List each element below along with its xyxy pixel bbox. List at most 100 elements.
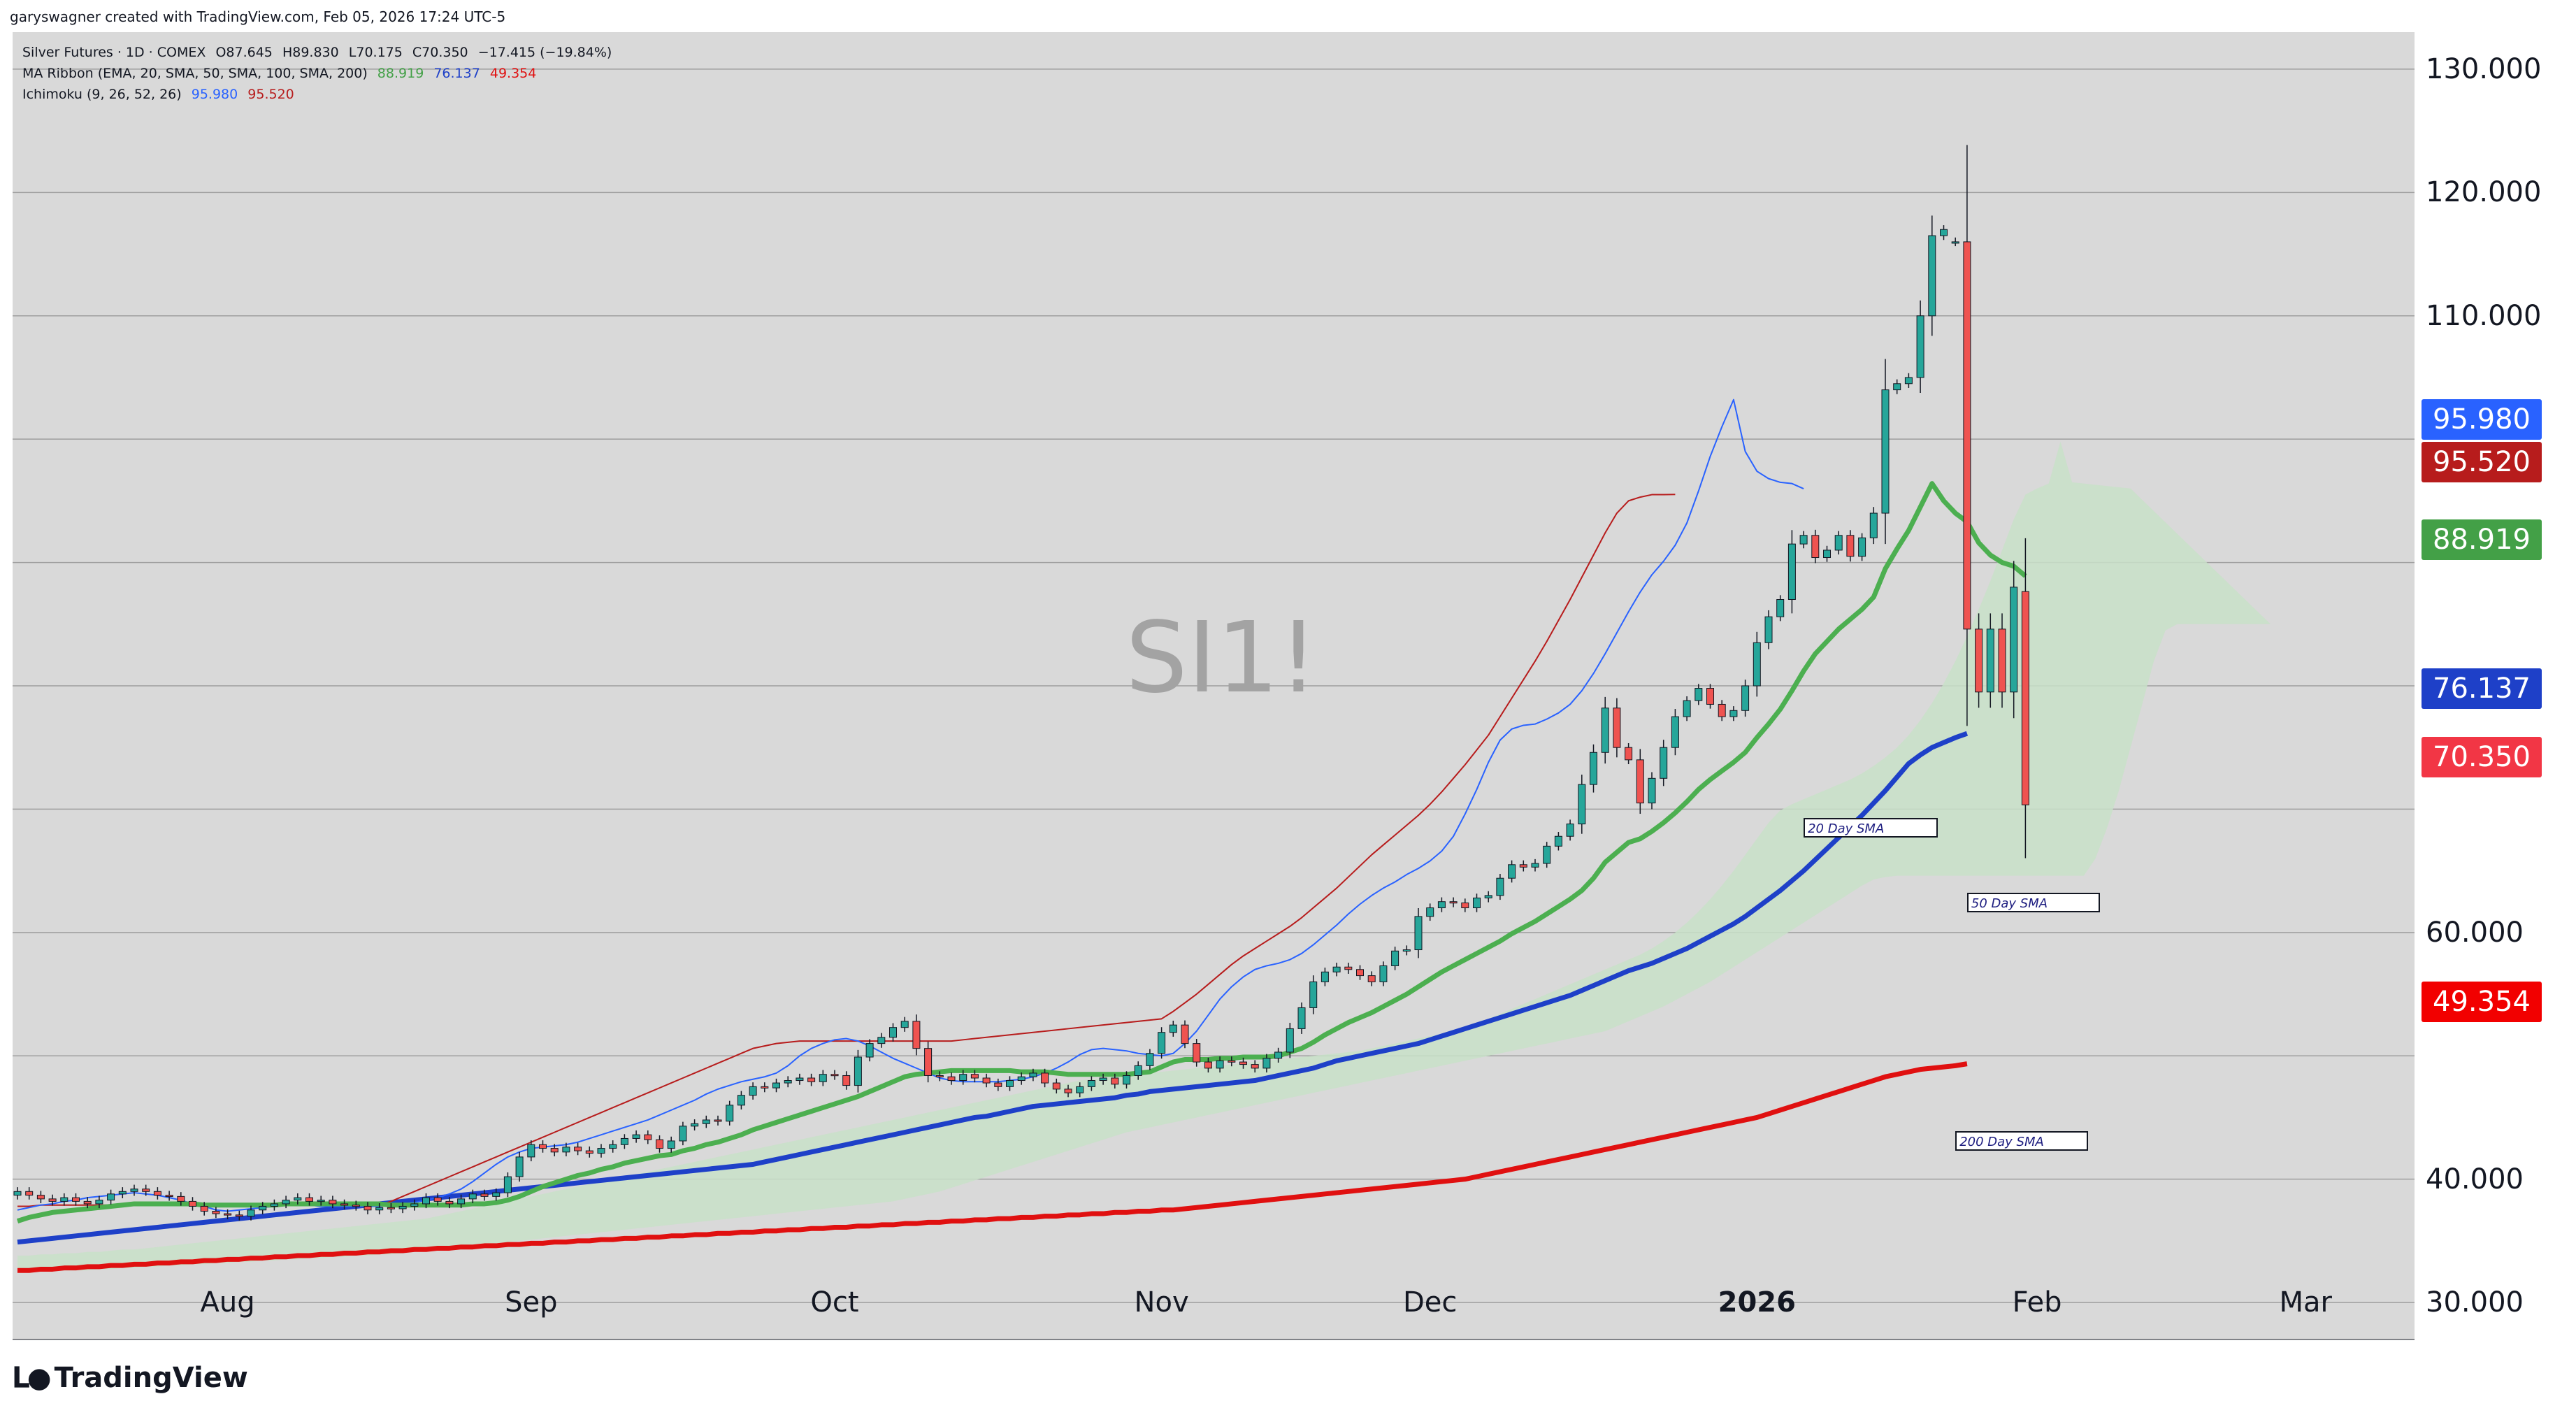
price-badge: 76.137: [2422, 668, 2542, 709]
candle-body: [807, 1077, 816, 1082]
candle-body: [1811, 535, 1820, 559]
candle-body: [177, 1195, 185, 1202]
candle-body: [714, 1119, 722, 1122]
candle-body: [1087, 1080, 1095, 1087]
candle-body: [352, 1205, 360, 1207]
candle-body: [1508, 864, 1516, 879]
indicator-lines: [16, 398, 2027, 1273]
candle-body: [503, 1176, 512, 1193]
candle-body: [224, 1213, 232, 1216]
candle-body: [830, 1074, 839, 1077]
candle-body: [1566, 824, 1574, 837]
symbol-watermark: SI1!: [1125, 601, 1318, 715]
candle-body: [527, 1144, 535, 1158]
candle-body: [1309, 981, 1318, 1008]
candle-body: [1029, 1072, 1037, 1077]
candle-body: [1367, 975, 1376, 982]
legend-symbol-row[interactable]: Silver Futures · 1D · COMEX O87.645 H89.…: [22, 45, 617, 60]
candle-body: [1204, 1061, 1212, 1069]
candle-body: [1846, 535, 1855, 557]
candle-body: [1590, 752, 1597, 785]
candle-body: [200, 1205, 208, 1212]
candle-body: [1834, 535, 1843, 551]
candle-body: [118, 1191, 127, 1195]
candle-body: [1461, 902, 1469, 909]
ema20-line: [16, 481, 2027, 1223]
candle-body: [959, 1074, 967, 1082]
legend-ma-sma50: 76.137: [433, 66, 480, 81]
y-tick-label: 110.000: [2426, 299, 2542, 332]
price-badge: 49.354: [2422, 982, 2542, 1022]
legend-symbol: Silver Futures · 1D · COMEX: [22, 45, 206, 60]
candle-body: [1123, 1075, 1130, 1085]
x-tick-label: Sep: [505, 1286, 558, 1319]
candle-body: [492, 1192, 501, 1197]
candle-body: [329, 1200, 337, 1205]
x-tick-label: Aug: [200, 1286, 255, 1319]
candle-body: [656, 1139, 663, 1149]
candle-body: [305, 1197, 313, 1202]
x-tick-label: Nov: [1134, 1286, 1189, 1319]
candle-body: [1228, 1060, 1236, 1063]
candle-body: [1998, 629, 2006, 693]
candle-body: [1858, 537, 1866, 557]
candle-body: [130, 1188, 138, 1192]
y-tick-label: 40.000: [2426, 1163, 2524, 1195]
candle-body: [994, 1082, 1002, 1087]
candle-body: [13, 1191, 22, 1196]
candle-body: [457, 1198, 466, 1205]
candle-body: [375, 1207, 384, 1211]
legend-ma-row[interactable]: MA Ribbon (EMA, 20, SMA, 50, SMA, 100, S…: [22, 66, 542, 81]
x-tick-label: Dec: [1402, 1286, 1458, 1319]
candle-body: [410, 1203, 419, 1207]
tradingview-logo-text: TradingView: [54, 1362, 248, 1394]
candle-body: [1158, 1032, 1166, 1054]
candle-body: [562, 1147, 570, 1153]
candle-body: [1706, 688, 1714, 705]
candle-body: [317, 1200, 325, 1202]
candle-body: [1963, 241, 1971, 630]
candle-body: [1904, 377, 1913, 385]
candle-body: [1519, 864, 1527, 868]
candle-body: [609, 1144, 617, 1149]
candle-body: [95, 1200, 103, 1205]
candle-body: [1274, 1051, 1283, 1059]
legend-close: C70.350: [412, 45, 468, 60]
candle-body: [294, 1197, 302, 1201]
y-tick-label: 60.000: [2426, 916, 2524, 949]
candle-body: [1648, 777, 1656, 804]
annotation-label: 50 Day SMA: [1966, 893, 2100, 913]
candle-body: [340, 1203, 349, 1206]
legend-ichimoku-title: Ichimoku (9, 26, 52, 26): [22, 87, 182, 102]
candle-body: [1286, 1028, 1294, 1053]
candle-body: [1869, 512, 1878, 538]
candle-body: [620, 1137, 628, 1145]
candle-body: [398, 1205, 407, 1209]
candle-body: [1554, 835, 1562, 847]
candle-body: [1356, 969, 1364, 977]
candle-body: [982, 1077, 991, 1084]
candle-body: [1437, 901, 1446, 909]
price-badge: 95.520: [2422, 442, 2542, 482]
candle-body: [784, 1080, 792, 1084]
candle-body: [585, 1150, 593, 1154]
tradingview-logo[interactable]: 𝐋● TradingView: [13, 1362, 248, 1394]
candle-body: [1660, 747, 1668, 779]
candle-body: [1776, 599, 1785, 617]
sma200-line: [17, 1061, 1968, 1273]
y-tick-label: 30.000: [2426, 1286, 2524, 1319]
candle-body: [2021, 591, 2029, 805]
candle-body: [235, 1214, 243, 1217]
tradingview-logo-icon: 𝐋●: [13, 1362, 52, 1394]
candle-body: [282, 1200, 290, 1205]
candle-body: [889, 1027, 897, 1038]
candle-body: [1017, 1076, 1026, 1082]
candle-body: [212, 1211, 220, 1214]
candle-body: [865, 1043, 874, 1058]
legend-change: −17.415 (−19.84%): [477, 45, 612, 60]
candle-body: [737, 1095, 745, 1106]
y-tick-label: 130.000: [2426, 52, 2542, 85]
candle-body: [749, 1086, 757, 1096]
legend-ichimoku-row[interactable]: Ichimoku (9, 26, 52, 26) 95.980 95.520: [22, 87, 300, 102]
